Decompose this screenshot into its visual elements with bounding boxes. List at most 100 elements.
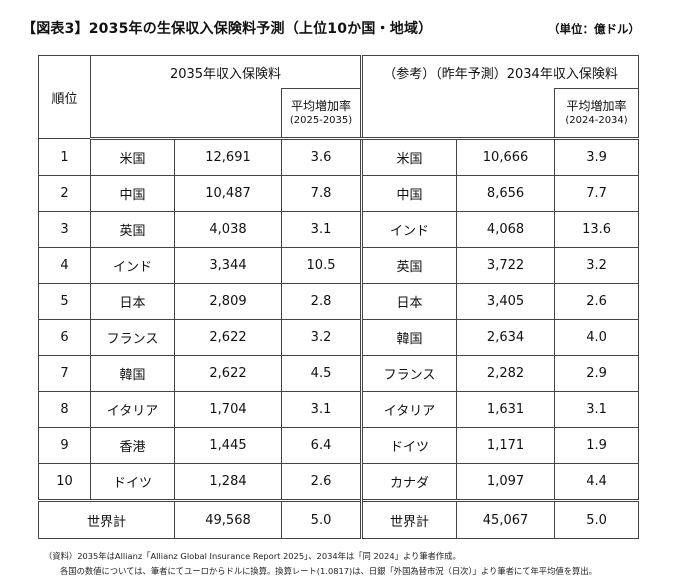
growth-2034-cell: 4.4 [554, 463, 640, 501]
premium-2034-cell: 1,631 [456, 391, 556, 428]
table-row: 6 フランス 2,622 3.2 韓国 2,634 4.0 [38, 319, 640, 356]
growth-2035-cell: 3.1 [280, 391, 363, 428]
country-2035-cell: ドイツ [90, 463, 175, 501]
conversion-note: 各国の数値については、筆者にてユーロからドルに換算。換算レート(1.0817)は… [60, 566, 597, 576]
total-row: 世界計 49,568 5.0 世界計 45,067 5.0 [38, 499, 640, 539]
country-2034-cell: フランス [360, 355, 458, 392]
country-2034-cell: 英国 [360, 247, 458, 284]
country-2034-cell: カナダ [360, 463, 458, 501]
table-row: 4 インド 3,344 10.5 英国 3,722 3.2 [38, 247, 640, 284]
country-2034-cell: 日本 [360, 283, 458, 320]
country-2035-cell: 中国 [90, 175, 175, 212]
table-row: 1 米国 12,691 3.6 米国 10,666 3.9 [38, 138, 640, 176]
total-growth-2034: 5.0 [554, 499, 640, 539]
table-row: 2 中国 10,487 7.8 中国 8,656 7.7 [38, 175, 640, 212]
country-2035-cell: 日本 [90, 283, 175, 320]
country-2035-cell: 米国 [90, 138, 175, 176]
rank-cell: 9 [38, 427, 91, 464]
rank-cell: 6 [38, 319, 91, 356]
unit-label: （単位：億ドル） [548, 22, 640, 36]
rank-cell: 4 [38, 247, 91, 284]
rank-cell: 1 [38, 138, 91, 176]
growth-header-2035: 平均増加率 (2025-2035) [280, 88, 363, 140]
table-row: 7 韓国 2,622 4.5 フランス 2,282 2.9 [38, 355, 640, 392]
growth-header-2034: 平均増加率 (2024-2034) [554, 88, 640, 140]
growth-2034-cell: 2.9 [554, 355, 640, 392]
growth-header-2035-period: (2025-2035) [289, 114, 353, 126]
rank-cell: 3 [38, 211, 91, 248]
growth-2034-cell: 3.1 [554, 391, 640, 428]
country-2035-cell: 英国 [90, 211, 175, 248]
country-2035-cell: インド [90, 247, 175, 284]
premium-2034-cell: 10,666 [456, 138, 556, 176]
country-2034-cell: ドイツ [360, 427, 458, 464]
total-premium-2034: 45,067 [456, 499, 556, 539]
premium-2034-cell: 3,405 [456, 283, 556, 320]
total-label-2034: 世界計 [360, 499, 458, 539]
country-2035-cell: 韓国 [90, 355, 175, 392]
premium-2035-cell: 4,038 [174, 211, 282, 248]
table-row: 9 香港 1,445 6.4 ドイツ 1,171 1.9 [38, 427, 640, 464]
total-label-2035: 世界計 [38, 499, 175, 539]
rank-cell: 5 [38, 283, 91, 320]
growth-2035-cell: 7.8 [280, 175, 363, 212]
premium-2035-cell: 10,487 [174, 175, 282, 212]
premium-2034-cell: 2,282 [456, 355, 556, 392]
premium-2035-cell: 2,809 [174, 283, 282, 320]
premium-2035-cell: 3,344 [174, 247, 282, 284]
country-2034-cell: インド [360, 211, 458, 248]
rank-cell: 7 [38, 355, 91, 392]
premium-2035-cell: 1,445 [174, 427, 282, 464]
growth-2035-cell: 3.2 [280, 319, 363, 356]
premium-forecast-table: 順位 2035年収入保険料 （参考）（昨年予測）2034年収入保険料 平均増加率… [38, 55, 640, 539]
growth-2035-cell: 6.4 [280, 427, 363, 464]
table-body: 1 米国 12,691 3.6 米国 10,666 3.9 2 中国 10,487 7.8 中国 8,6… [38, 138, 640, 501]
growth-2035-cell: 2.6 [280, 463, 363, 501]
growth-2034-cell: 4.0 [554, 319, 640, 356]
country-2035-cell: 香港 [90, 427, 175, 464]
growth-2035-cell: 2.8 [280, 283, 363, 320]
premium-2035-cell: 12,691 [174, 138, 282, 176]
premium-2034-cell: 1,171 [456, 427, 556, 464]
growth-2035-cell: 3.6 [280, 138, 363, 176]
group-header-2034: （参考）（昨年予測）2034年収入保険料 [360, 55, 640, 89]
rank-cell: 2 [38, 175, 91, 212]
premium-2034-cell: 4,068 [456, 211, 556, 248]
header-blank-2034 [360, 88, 555, 140]
group-header-2035: 2035年収入保険料 [89, 55, 363, 89]
country-2035-cell: フランス [90, 319, 175, 356]
total-premium-2035: 49,568 [174, 499, 282, 539]
total-growth-2035: 5.0 [280, 499, 363, 539]
rank-cell: 8 [38, 391, 91, 428]
growth-2034-cell: 1.9 [554, 427, 640, 464]
country-2034-cell: 中国 [360, 175, 458, 212]
premium-2034-cell: 3,722 [456, 247, 556, 284]
country-2034-cell: イタリア [360, 391, 458, 428]
growth-2035-cell: 3.1 [280, 211, 363, 248]
growth-header-2034-period: (2024-2034) [565, 114, 628, 126]
header-blank-2035 [90, 88, 282, 140]
growth-2034-cell: 13.6 [554, 211, 640, 248]
growth-2035-cell: 10.5 [280, 247, 363, 284]
country-2034-cell: 韓国 [360, 319, 458, 356]
country-2035-cell: イタリア [90, 391, 175, 428]
premium-2034-cell: 1,097 [456, 463, 556, 501]
source-note: （資料）2035年はAllianz「Allianz Global Insuran… [44, 551, 461, 561]
premium-2035-cell: 1,284 [174, 463, 282, 501]
growth-2034-cell: 3.2 [554, 247, 640, 284]
table-row: 5 日本 2,809 2.8 日本 3,405 2.6 [38, 283, 640, 320]
growth-2034-cell: 2.6 [554, 283, 640, 320]
table-row: 3 英国 4,038 3.1 インド 4,068 13.6 [38, 211, 640, 248]
table-row: 10 ドイツ 1,284 2.6 カナダ 1,097 4.4 [38, 463, 640, 501]
premium-2035-cell: 2,622 [174, 319, 282, 356]
rank-header: 順位 [38, 55, 91, 139]
growth-2035-cell: 4.5 [280, 355, 363, 392]
figure-title: 【図表3】2035年の生保収入保険料予測（上位10か国・地域） [22, 21, 433, 37]
premium-2035-cell: 1,704 [174, 391, 282, 428]
growth-2034-cell: 7.7 [554, 175, 640, 212]
premium-2035-cell: 2,622 [174, 355, 282, 392]
rank-cell: 10 [38, 463, 91, 501]
country-2034-cell: 米国 [360, 138, 458, 176]
premium-2034-cell: 2,634 [456, 319, 556, 356]
